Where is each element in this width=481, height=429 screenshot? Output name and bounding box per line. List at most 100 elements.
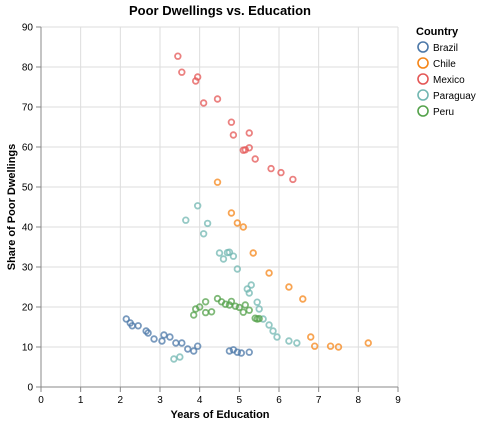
data-point-chile [364,339,372,347]
data-point-mexico [289,175,297,184]
data-point-paraguay [293,339,301,347]
x-tick-label: 8 [356,395,362,406]
data-point-paraguay [193,202,202,210]
data-point-paraguay [219,255,228,263]
data-point-paraguay [245,289,253,297]
data-point-chile [265,269,273,277]
x-tick-label: 4 [197,395,203,406]
data-point-mexico [213,95,222,103]
data-point-brazil [233,348,242,356]
data-point-brazil [178,339,186,347]
data-point-brazil [172,339,180,347]
y-tick-label: 50 [22,183,34,194]
data-point-mexico [174,52,182,60]
data-point-peru [239,308,247,316]
data-point-mexico [227,118,236,126]
data-point-chile [249,249,257,257]
data-point-brazil [122,315,130,323]
data-point-brazil [150,335,158,343]
legend-title: Country [416,26,459,38]
data-point-chile [299,295,307,303]
x-tick-label: 2 [118,395,124,406]
data-point-chile [334,343,343,351]
data-point-paraguay [170,355,178,363]
data-point-mexico [199,99,208,107]
y-tick-label: 70 [22,103,34,114]
data-point-paraguay [253,298,261,306]
legend-symbol-chile [417,57,429,69]
y-tick-label: 90 [22,23,34,34]
x-tick-label: 1 [78,395,84,406]
y-tick-label: 60 [22,143,34,154]
y-tick-label: 40 [22,223,34,234]
legend-label-paraguay: Paraguay [433,91,476,102]
data-point-chile [227,209,236,217]
data-point-paraguay [273,333,281,341]
data-point-paraguay [225,248,234,256]
chart-title: Poor Dwellings vs. Education [129,3,311,18]
legend-symbol-peru [417,105,429,117]
data-point-brazil [160,331,168,339]
data-point-peru [235,303,244,312]
data-point-brazil [193,342,202,350]
legend-symbol-paraguay [417,89,429,101]
data-point-peru [227,297,236,306]
data-point-brazil [144,329,152,337]
data-point-paraguay [215,249,224,257]
data-point-paraguay [229,252,238,260]
data-point-paraguay [203,219,212,228]
data-point-chile [307,333,315,341]
data-point-peru [241,301,249,309]
y-tick-label: 0 [27,383,33,394]
x-tick-label: 0 [38,395,44,406]
data-point-peru [207,308,216,316]
data-point-chile [285,283,293,291]
data-point-peru [231,302,240,310]
legend-symbol-brazil [417,41,429,53]
data-point-brazil [166,333,174,341]
data-points [122,52,372,363]
x-tick-label: 7 [316,395,322,406]
data-point-brazil [245,348,253,356]
data-point-mexico [267,164,275,173]
data-point-chile [213,178,222,186]
legend-label-chile: Chile [433,59,456,70]
data-point-chile [239,223,247,231]
data-point-brazil [237,349,246,357]
data-point-paraguay [182,216,190,224]
data-point-mexico [277,168,285,177]
grid [40,26,399,388]
data-point-paraguay [285,337,293,345]
y-tick-label: 30 [22,263,34,274]
data-point-paraguay [176,353,184,361]
data-point-mexico [229,131,238,139]
x-tick-label: 6 [276,395,282,406]
data-point-paraguay [255,305,263,313]
legend: Country Brazil Chile Mexico Paraguay Peru [416,26,476,118]
data-point-peru [253,315,261,323]
data-point-mexico [193,73,202,81]
data-point-paraguay [199,230,208,238]
legend-symbol-mexico [417,73,429,85]
data-point-mexico [251,155,259,163]
data-point-mexico [245,129,253,137]
data-point-brazil [134,322,142,330]
data-point-brazil [184,345,192,353]
legend-label-peru: Peru [433,107,454,118]
data-point-peru [221,300,230,308]
data-point-chile [311,342,319,350]
y-tick-label: 80 [22,63,34,74]
data-point-mexico [178,68,186,76]
data-point-chile [326,342,335,350]
data-point-peru [245,306,253,314]
data-point-paraguay [233,265,242,273]
x-tick-label: 3 [157,395,163,406]
data-point-paraguay [247,281,255,289]
data-point-peru [201,308,210,317]
legend-label-mexico: Mexico [433,75,465,86]
legend-label-brazil: Brazil [433,43,458,54]
x-axis-title: Years of Education [170,409,269,421]
